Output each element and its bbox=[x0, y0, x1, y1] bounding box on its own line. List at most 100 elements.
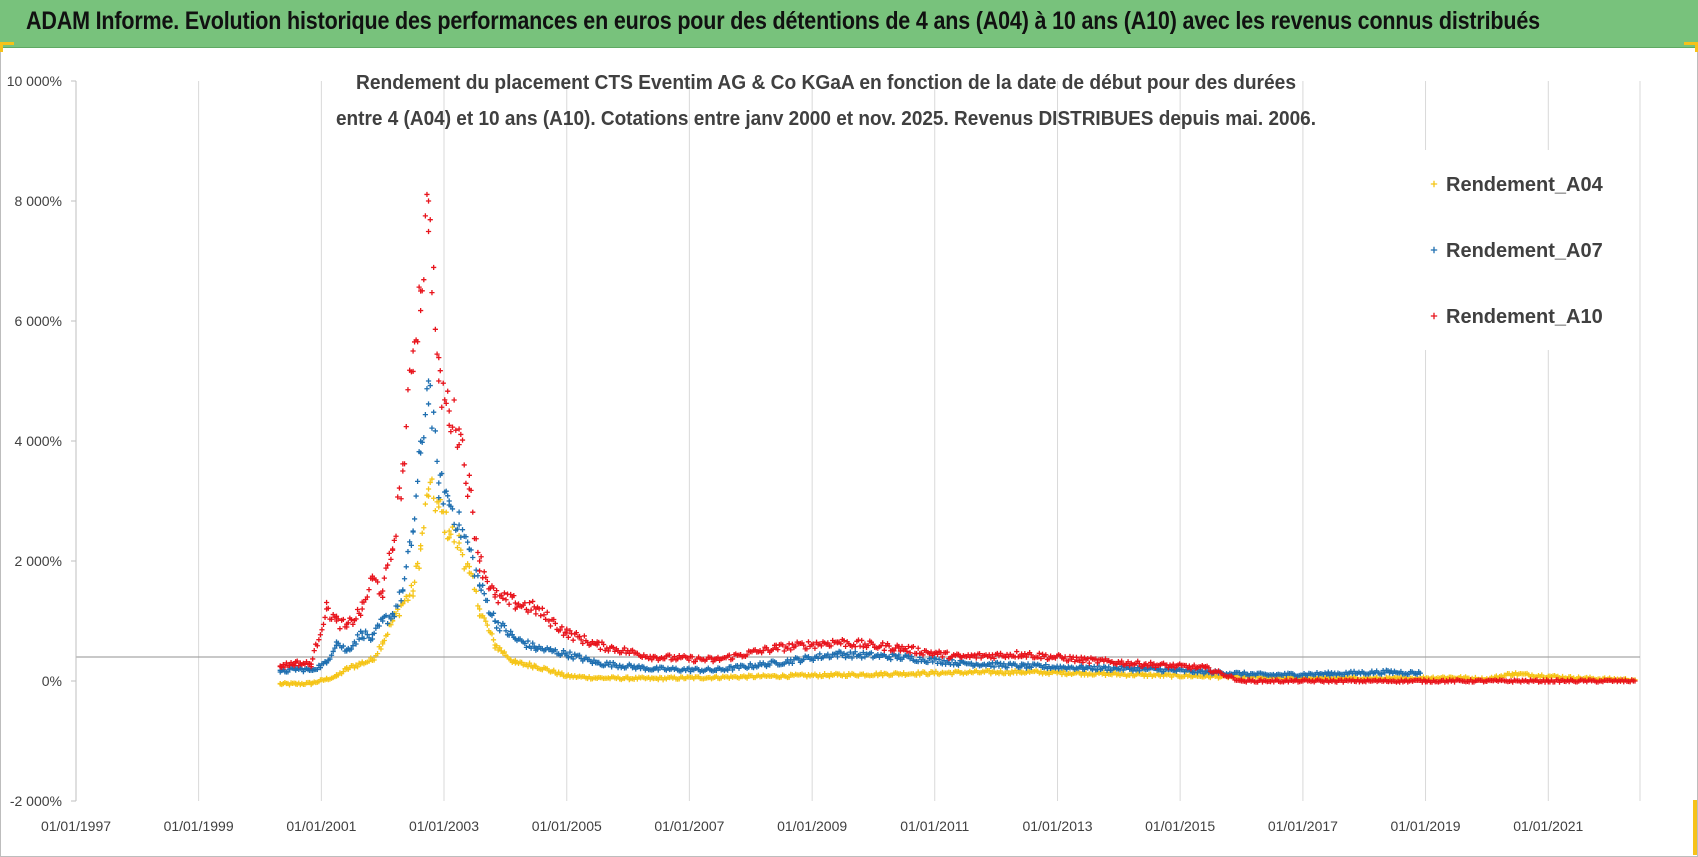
data-point bbox=[708, 655, 715, 661]
data-point bbox=[597, 646, 603, 652]
data-point bbox=[773, 673, 779, 679]
data-point bbox=[773, 645, 779, 651]
data-point bbox=[902, 646, 908, 652]
data-point bbox=[1018, 663, 1025, 669]
data-point bbox=[1007, 671, 1013, 677]
data-point bbox=[1119, 658, 1125, 664]
data-point bbox=[715, 654, 721, 660]
data-point bbox=[456, 509, 462, 515]
data-point bbox=[878, 670, 884, 676]
data-point bbox=[1086, 660, 1092, 666]
x-tick-label: 01/01/2005 bbox=[532, 818, 602, 834]
data-point bbox=[915, 645, 921, 651]
data-point bbox=[846, 653, 852, 659]
data-point bbox=[567, 649, 573, 655]
legend-label: Rendement_A04 bbox=[1446, 174, 1604, 196]
data-point bbox=[470, 509, 476, 515]
data-point bbox=[801, 656, 807, 663]
data-point bbox=[463, 534, 469, 540]
data-point bbox=[369, 636, 376, 642]
data-point bbox=[868, 650, 874, 656]
data-point bbox=[398, 598, 404, 604]
data-point bbox=[744, 675, 750, 681]
data-point bbox=[340, 643, 346, 649]
data-point bbox=[1169, 674, 1175, 680]
data-point bbox=[424, 191, 430, 198]
data-point bbox=[425, 493, 432, 499]
data-point bbox=[842, 643, 849, 649]
data-point bbox=[650, 666, 657, 672]
data-point bbox=[446, 535, 452, 541]
data-point bbox=[878, 643, 884, 649]
data-point bbox=[1191, 662, 1197, 668]
data-point bbox=[415, 339, 421, 345]
data-point bbox=[361, 635, 367, 642]
data-point bbox=[1043, 662, 1049, 668]
data-point bbox=[1025, 661, 1031, 667]
data-point bbox=[495, 619, 501, 626]
x-tick-label: 01/01/2003 bbox=[409, 818, 479, 834]
data-point bbox=[323, 599, 330, 606]
data-point bbox=[296, 663, 302, 669]
data-point bbox=[415, 560, 421, 567]
data-point bbox=[1186, 663, 1192, 669]
data-point bbox=[492, 618, 498, 624]
data-point bbox=[712, 667, 718, 673]
data-point bbox=[812, 645, 818, 651]
data-point bbox=[490, 637, 497, 643]
data-point bbox=[454, 544, 461, 551]
data-point bbox=[1014, 670, 1020, 676]
data-point bbox=[436, 504, 442, 510]
data-point bbox=[413, 493, 419, 499]
data-point bbox=[565, 634, 571, 640]
data-point bbox=[934, 651, 941, 657]
data-point bbox=[1002, 654, 1009, 661]
data-point bbox=[508, 628, 514, 634]
data-point bbox=[1018, 651, 1025, 657]
data-point bbox=[728, 663, 734, 670]
data-point bbox=[686, 657, 692, 663]
data-point bbox=[886, 654, 892, 660]
data-point bbox=[564, 630, 570, 636]
data-point bbox=[1065, 658, 1071, 664]
y-tick-label: -2 000% bbox=[10, 793, 62, 809]
data-point bbox=[876, 654, 883, 660]
data-point bbox=[859, 637, 865, 644]
data-point bbox=[991, 664, 997, 670]
data-point bbox=[344, 648, 350, 654]
data-point bbox=[407, 539, 413, 545]
x-tick-label: 01/01/2001 bbox=[286, 818, 356, 834]
data-point bbox=[456, 442, 462, 448]
data-point bbox=[1035, 654, 1041, 660]
data-point bbox=[725, 667, 731, 673]
data-point bbox=[451, 539, 457, 545]
data-point bbox=[459, 527, 466, 533]
data-point bbox=[530, 640, 536, 646]
data-point bbox=[484, 597, 490, 604]
data-point bbox=[425, 486, 432, 492]
data-point bbox=[376, 623, 382, 629]
x-tick-label: 01/01/2015 bbox=[1145, 818, 1215, 834]
x-tick-label: 01/01/2019 bbox=[1390, 818, 1460, 834]
data-point bbox=[650, 676, 657, 682]
data-point bbox=[805, 639, 812, 645]
data-point bbox=[443, 509, 449, 515]
data-point bbox=[570, 637, 576, 643]
corner-mark-top-left-vertical bbox=[0, 42, 3, 52]
data-point bbox=[391, 537, 397, 544]
legend: Rendement_A04 Rendement_A07 Rendement_A10 bbox=[1386, 150, 1618, 350]
data-point bbox=[439, 404, 445, 410]
data-point bbox=[744, 652, 750, 658]
data-point bbox=[804, 646, 810, 652]
data-point bbox=[512, 636, 518, 642]
data-point bbox=[434, 351, 440, 357]
data-point bbox=[842, 655, 849, 661]
data-point bbox=[547, 623, 554, 629]
data-point bbox=[828, 643, 834, 649]
data-point bbox=[322, 614, 328, 621]
data-point bbox=[841, 638, 847, 644]
data-point bbox=[330, 648, 336, 655]
data-point bbox=[904, 648, 910, 654]
data-point bbox=[410, 528, 416, 534]
data-point bbox=[348, 646, 354, 652]
